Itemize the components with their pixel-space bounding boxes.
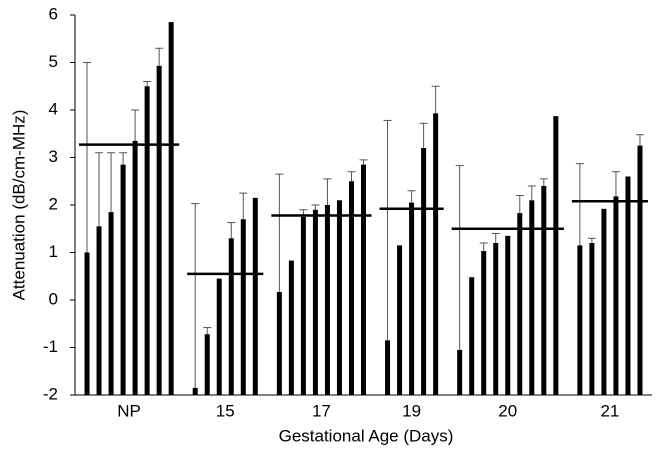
bar [144, 86, 150, 395]
bar [457, 349, 463, 395]
x-axis-title: Gestational Age (Days) [279, 426, 454, 445]
bar [120, 164, 126, 395]
bar [541, 186, 547, 395]
x-tick-label: 17 [312, 401, 331, 420]
y-tick-label: -2 [43, 384, 58, 403]
y-tick-label: 4 [49, 99, 58, 118]
bar [336, 200, 342, 395]
bar [276, 291, 282, 395]
y-tick-label: 0 [49, 289, 58, 308]
bar [192, 387, 198, 395]
y-axis-title: Attenuation (dB/cm-MHz) [9, 110, 28, 301]
bar [517, 213, 523, 395]
y-tick-label: 2 [49, 194, 58, 213]
bar [96, 226, 102, 395]
x-tick-label: 19 [402, 401, 421, 420]
y-tick-label: -1 [43, 337, 58, 356]
bar [577, 245, 583, 395]
y-tick-label: 3 [49, 147, 58, 166]
x-tick-label: 20 [498, 401, 517, 420]
bar [216, 278, 222, 395]
bar [553, 116, 559, 396]
bar [252, 197, 258, 395]
bar [348, 181, 354, 395]
bar [625, 176, 631, 395]
bar [397, 245, 403, 395]
bar [601, 208, 607, 395]
x-tick-label: 15 [216, 401, 235, 420]
bar [324, 205, 330, 395]
bar [84, 252, 90, 395]
bar [505, 235, 511, 395]
bar [589, 243, 595, 395]
bar [613, 196, 619, 395]
bar [228, 238, 234, 395]
y-tick-label: 6 [49, 4, 58, 23]
bar [433, 113, 439, 395]
bar [204, 334, 210, 395]
bar [637, 145, 643, 395]
bar [108, 212, 114, 395]
bar [469, 277, 475, 395]
bar [168, 22, 174, 395]
x-tick-label: NP [117, 401, 141, 420]
bar [240, 219, 246, 395]
bar [481, 251, 487, 395]
bar [312, 209, 318, 395]
bar [529, 200, 535, 395]
y-tick-label: 1 [49, 242, 58, 261]
x-tick-label: 21 [600, 401, 619, 420]
bar [409, 202, 415, 395]
bar [132, 140, 138, 395]
bar [156, 65, 162, 395]
bar [385, 340, 391, 395]
bar [361, 164, 366, 395]
bar [493, 243, 499, 395]
bar [300, 216, 306, 395]
y-tick-label: 5 [49, 52, 58, 71]
bar [288, 260, 294, 395]
bar [421, 148, 427, 395]
